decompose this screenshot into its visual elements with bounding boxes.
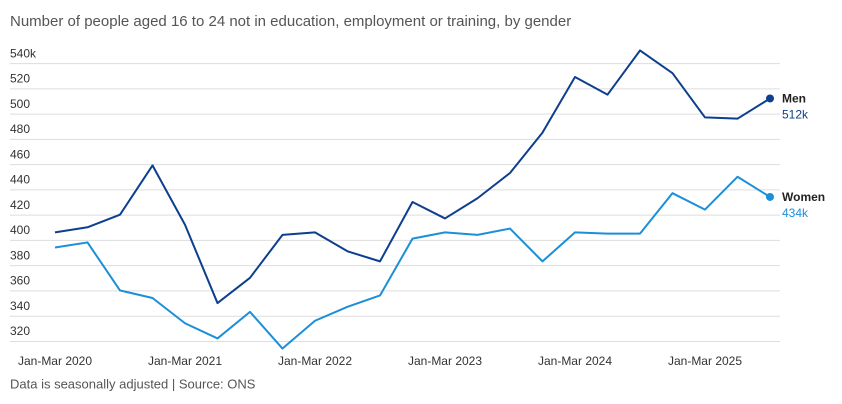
end-dot [766,192,774,201]
y-tick-label: 380 [10,248,30,262]
y-tick-label: 340 [10,299,30,313]
y-tick-label: 480 [10,122,30,136]
series-line [54,175,771,350]
legend-label: Women [782,190,825,204]
y-tick-label: 540k [10,46,37,60]
y-tick-label: 400 [10,223,30,237]
series-line [54,49,771,305]
legend-label: Men [782,92,806,106]
chart-title: Number of people aged 16 to 24 not in ed… [10,13,571,30]
x-tick-label: Jan-Mar 2022 [278,354,352,368]
footnote: Data is seasonally adjusted | Source: ON… [10,376,256,391]
x-tick-label: Jan-Mar 2021 [148,354,222,368]
data-label: 434k [782,206,809,220]
y-tick-label: 320 [10,324,30,338]
data-label: 512k [782,108,809,122]
y-tick-label: 420 [10,198,30,212]
x-tick-label: Jan-Mar 2024 [538,354,612,368]
y-tick-label: 520 [10,72,30,86]
x-tick-label: Jan-Mar 2023 [408,354,482,368]
x-tick-label: Jan-Mar 2025 [668,354,742,368]
end-dot [766,94,774,103]
y-tick-label: 500 [10,97,30,111]
y-tick-label: 440 [10,173,30,187]
y-tick-label: 360 [10,274,30,288]
y-tick-label: 460 [10,147,30,161]
x-tick-label: Jan-Mar 2020 [18,354,92,368]
